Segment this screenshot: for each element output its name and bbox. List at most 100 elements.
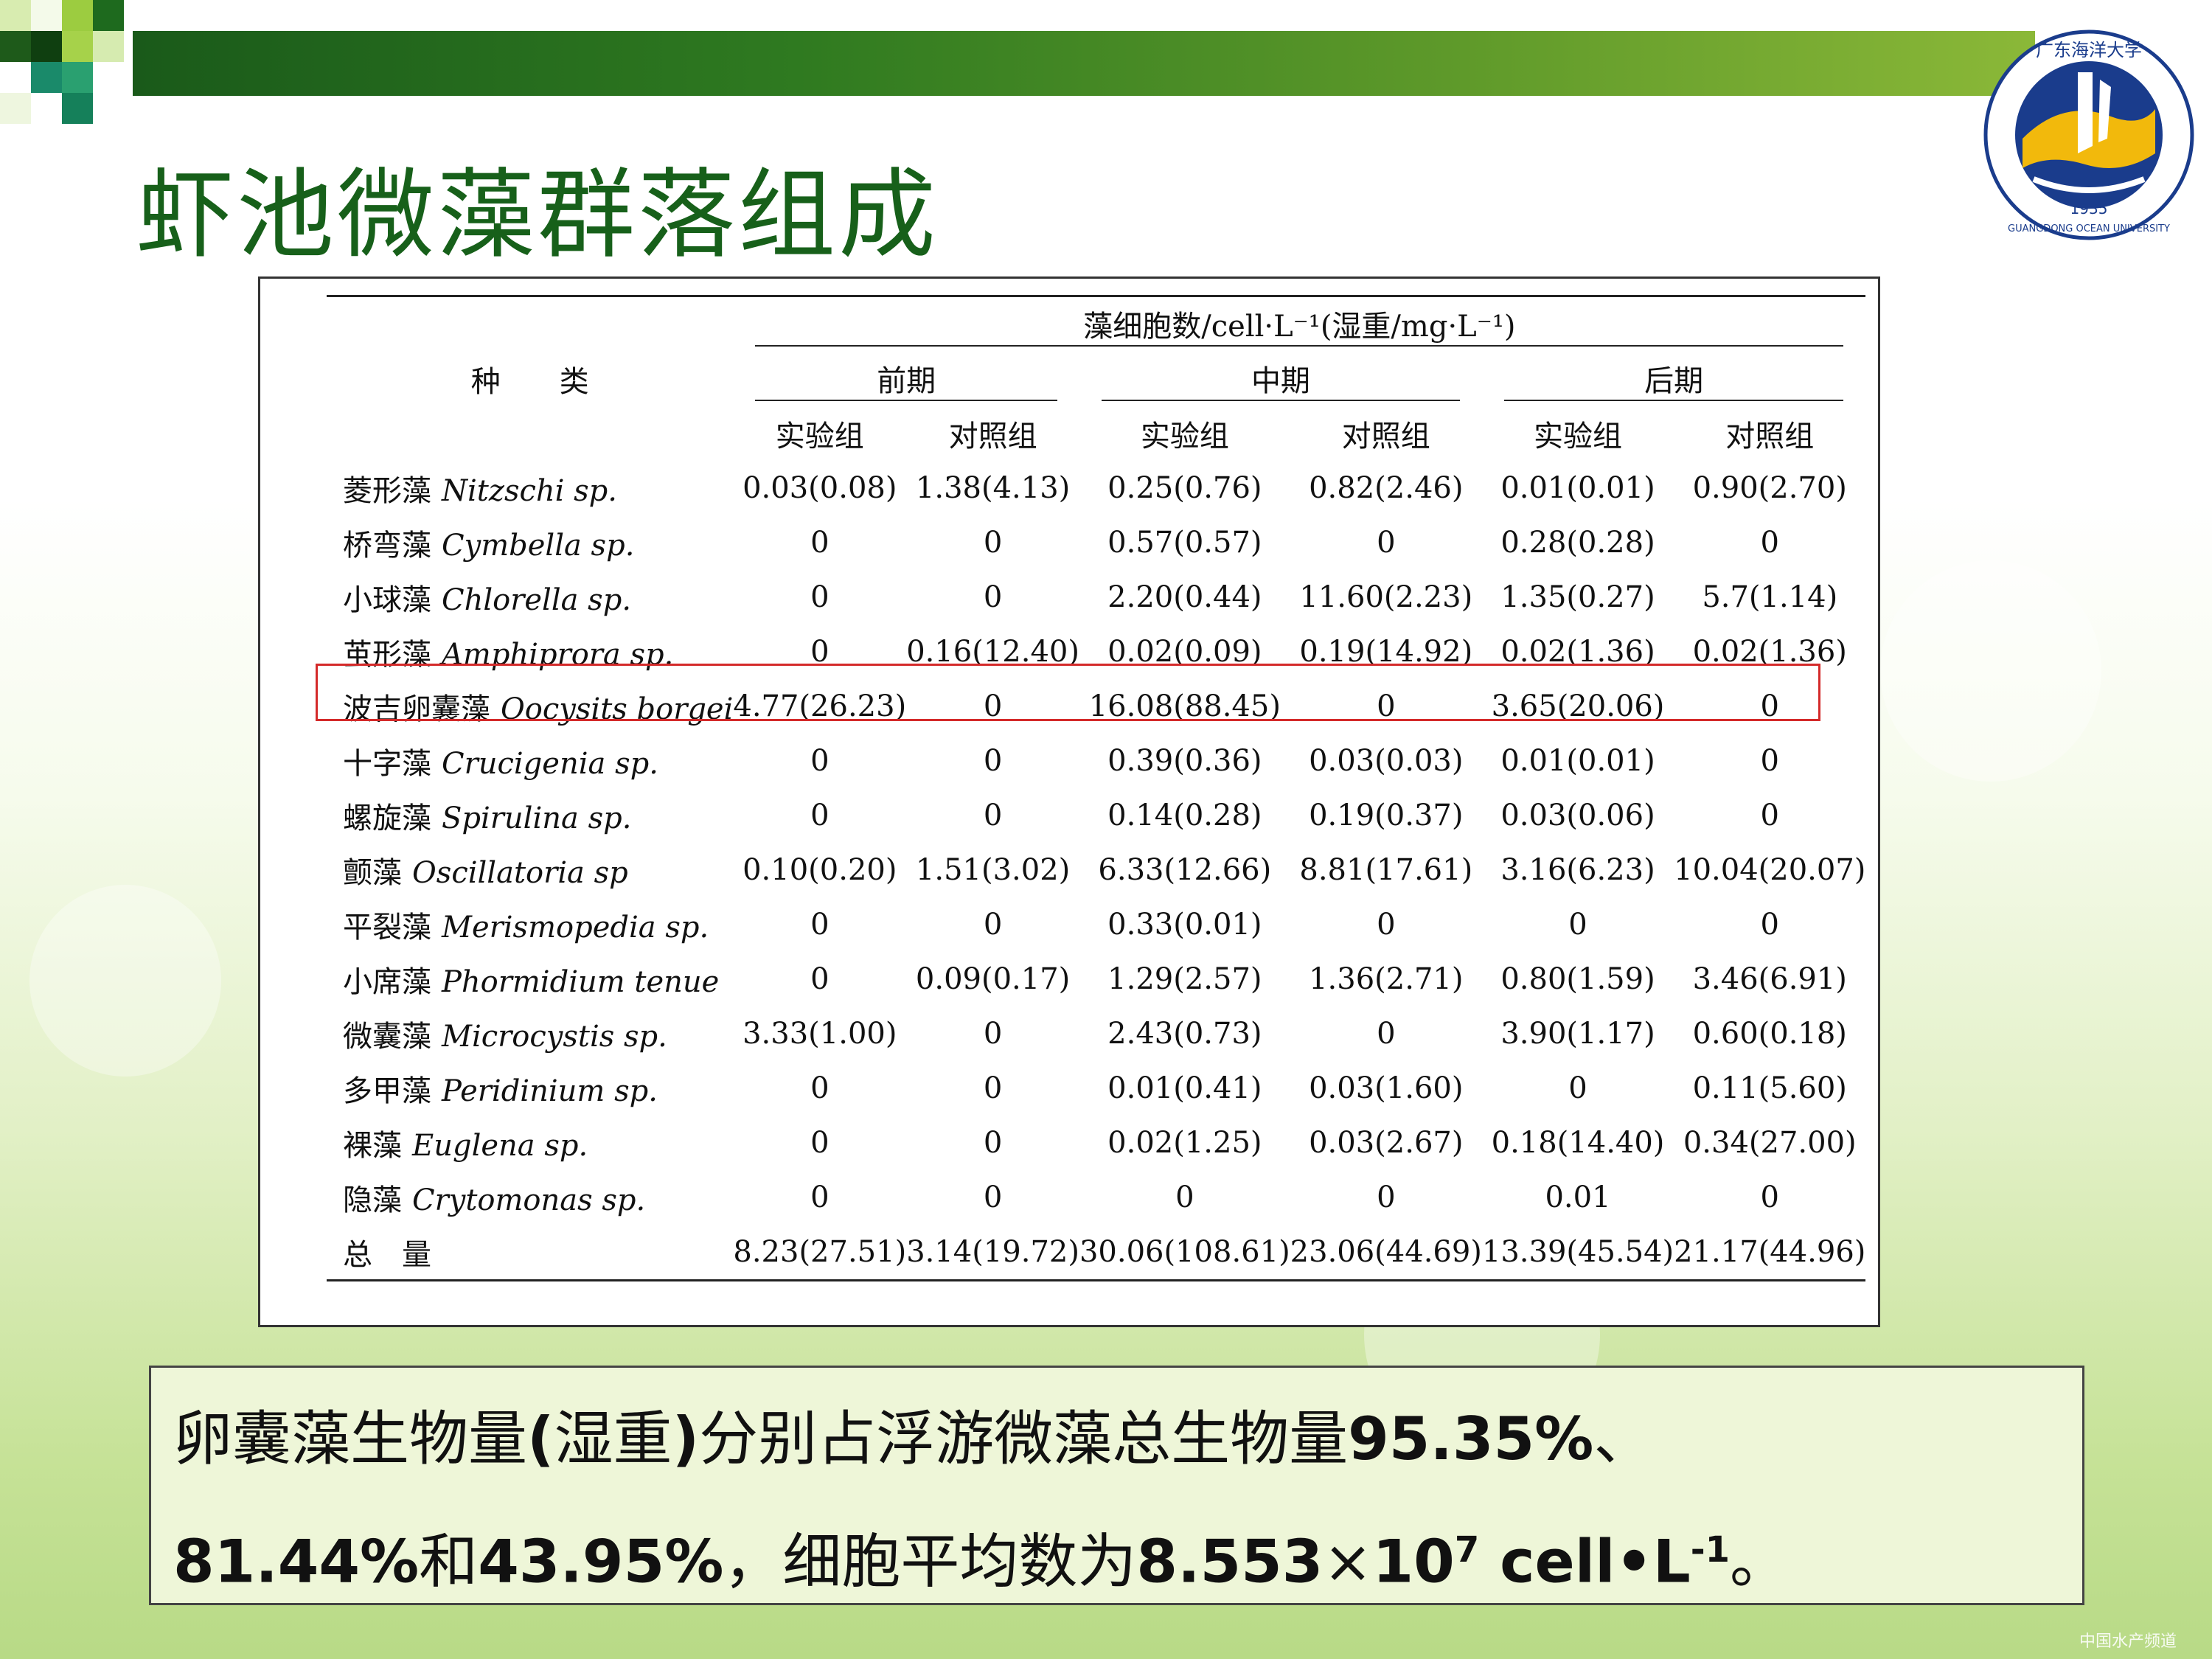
logo-year: 1935 — [2070, 200, 2108, 218]
group-header: 实验组 — [1534, 420, 1623, 453]
species-scientific-name: Oscillatoria sp — [412, 856, 628, 890]
value-cell: 1.51(3.02) — [915, 853, 1071, 887]
species-chinese-name: 螺旋藻 — [343, 801, 431, 835]
value-cell: 8.81(17.61) — [1299, 853, 1473, 887]
value-cell: 13.39(45.54) — [1481, 1235, 1674, 1269]
table-row: 微囊藻 Microcystis sp. 3.33(1.00) 0 2.43(0.73) 0… — [327, 1006, 1865, 1061]
value-cell: 1.38(4.13) — [915, 471, 1071, 505]
header-square — [62, 93, 93, 124]
bg-bokeh — [29, 885, 221, 1077]
table-row: 平裂藻 Merismopedia sp. 0 0 0.33(0.01) 0 0 0 — [327, 897, 1865, 952]
note-unit: cell•L — [1479, 1527, 1691, 1596]
value-cell: 0.16(12.40) — [906, 635, 1079, 669]
table-row: 隐藻 Crytomonas sp. 0 0 0 0 0.01 0 — [327, 1170, 1865, 1225]
value-cell: 0.19(0.37) — [1309, 799, 1464, 832]
note-number: 10 — [1372, 1527, 1455, 1596]
value-cell: 0.11(5.60) — [1692, 1071, 1847, 1105]
value-cell: 0.03(0.08) — [742, 471, 897, 505]
value-cell: 0.25(0.76) — [1107, 471, 1262, 505]
species-scientific-name: Cymbella sp. — [442, 529, 635, 563]
value-cell: 0 — [1377, 1017, 1396, 1051]
species-cell: 总 量 — [327, 1225, 733, 1281]
value-cell: 0.02(0.09) — [1107, 635, 1262, 669]
table-row: 茧形藻 Amphiprora sp. 0 0.16(12.40) 0.02(0.09) 0… — [327, 625, 1865, 679]
value-cell: 0.01(0.01) — [1500, 471, 1655, 505]
conclusion-line-1: 卵囊藻生物量(湿重)分别占浮游微藻总生物量95.35%、 — [173, 1384, 2060, 1495]
note-percentage: 81.44% — [173, 1527, 420, 1596]
conclusion-line-2: 81.44%和43.95%，细胞平均数为8.553×107 cell•L-1。 — [173, 1495, 2060, 1618]
value-cell: 0 — [1377, 908, 1396, 942]
value-cell: 10.04(20.07) — [1674, 853, 1866, 887]
species-scientific-name: Phormidium tenue — [442, 965, 720, 999]
note-text: ) — [672, 1405, 700, 1473]
value-cell: 0 — [983, 799, 1003, 832]
value-cell: 0 — [983, 1126, 1003, 1160]
value-cell: 0 — [1377, 526, 1396, 560]
header-square — [31, 31, 62, 62]
period-underline — [755, 400, 1057, 401]
period-label: 中期 — [1251, 364, 1310, 398]
species-scientific-name: Spirulina sp. — [442, 801, 632, 835]
species-cell: 裸藻 Euglena sp. — [327, 1116, 733, 1170]
group-header: 对照组 — [1725, 420, 1815, 453]
logo-chinese-name: 广东海洋大学 — [2036, 40, 2142, 60]
value-cell: 0.28(0.28) — [1500, 526, 1655, 560]
note-text: ( — [527, 1405, 554, 1473]
value-cell: 0 — [1760, 799, 1779, 832]
value-cell: 0 — [1377, 1180, 1396, 1214]
value-cell: 0.18(14.40) — [1491, 1126, 1665, 1160]
algae-table-panel: 种 类 藻细胞数/cell·L⁻¹(湿重/mg·L⁻¹) 前期 中期 后期 实验… — [258, 276, 1880, 1327]
value-cell: 23.06(44.69) — [1290, 1235, 1482, 1269]
value-cell: 0 — [983, 744, 1003, 778]
table-row: 螺旋藻 Spirulina sp. 0 0 0.14(0.28) 0.19(0.37) 0.… — [327, 788, 1865, 843]
value-cell: 0 — [1760, 908, 1779, 942]
value-cell: 0.34(27.00) — [1683, 1126, 1857, 1160]
note-text: 和 — [419, 1527, 479, 1596]
period-middle-header: 中期 — [1079, 352, 1482, 406]
species-chinese-name: 桥弯藻 — [343, 529, 431, 563]
value-cell: 3.16(6.23) — [1500, 853, 1655, 887]
value-cell: 0 — [810, 908, 830, 942]
value-cell: 0.80(1.59) — [1500, 962, 1655, 996]
value-cell: 0 — [983, 1071, 1003, 1105]
value-cell: 3.65(20.06) — [1491, 689, 1665, 723]
header-square — [0, 0, 31, 31]
species-chinese-name: 小球藻 — [343, 583, 431, 617]
value-cell: 1.35(0.27) — [1500, 580, 1655, 614]
species-scientific-name: Crucigenia sp. — [442, 747, 658, 781]
value-cell: 0 — [983, 1180, 1003, 1214]
value-cell: 1.29(2.57) — [1107, 962, 1262, 996]
species-chinese-name: 总 量 — [343, 1238, 431, 1272]
species-cell: 微囊藻 Microcystis sp. — [327, 1006, 733, 1061]
value-cell: 0.03(0.03) — [1309, 744, 1464, 778]
period-underline — [1503, 400, 1844, 401]
value-cell: 0.02(1.36) — [1692, 635, 1847, 669]
species-scientific-name: Microcystis sp. — [442, 1020, 667, 1054]
value-cell: 6.33(12.66) — [1098, 853, 1272, 887]
note-exponent: -1 — [1690, 1529, 1731, 1571]
value-cell: 0 — [983, 689, 1003, 723]
table-row: 桥弯藻 Cymbella sp. 0 0 0.57(0.57) 0 0.28(0.28) 0 — [327, 515, 1865, 570]
note-percentage: 95.35% — [1348, 1405, 1594, 1473]
value-cell: 0.01 — [1545, 1180, 1611, 1214]
value-cell: 0.33(0.01) — [1107, 908, 1262, 942]
value-cell: 0 — [983, 580, 1003, 614]
value-cell: 3.46(6.91) — [1692, 962, 1847, 996]
header-row-groups: 实验组 对照组 实验组 对照组 实验组 对照组 — [327, 406, 1865, 461]
species-cell: 桥弯藻 Cymbella sp. — [327, 515, 733, 570]
header-row-periods: 前期 中期 后期 — [327, 352, 1865, 406]
group-header: 实验组 — [1140, 420, 1229, 453]
slide-title: 虾池微藻群落组成 — [136, 159, 939, 272]
value-cell: 0 — [1760, 526, 1779, 560]
species-cell: 螺旋藻 Spirulina sp. — [327, 788, 733, 843]
header-square — [31, 0, 62, 31]
value-cell: 0.39(0.36) — [1107, 744, 1262, 778]
species-scientific-name: Peridinium sp. — [442, 1074, 658, 1108]
header-square — [0, 93, 31, 124]
value-cell: 0.57(0.57) — [1107, 526, 1262, 560]
bg-bokeh — [1880, 560, 2101, 782]
value-cell: 0 — [810, 1071, 830, 1105]
table-row: 十字藻 Crucigenia sp. 0 0 0.39(0.36) 0.03(0.03) 0… — [327, 734, 1865, 788]
value-cell: 0 — [810, 1126, 830, 1160]
species-chinese-name: 微囊藻 — [343, 1020, 431, 1054]
